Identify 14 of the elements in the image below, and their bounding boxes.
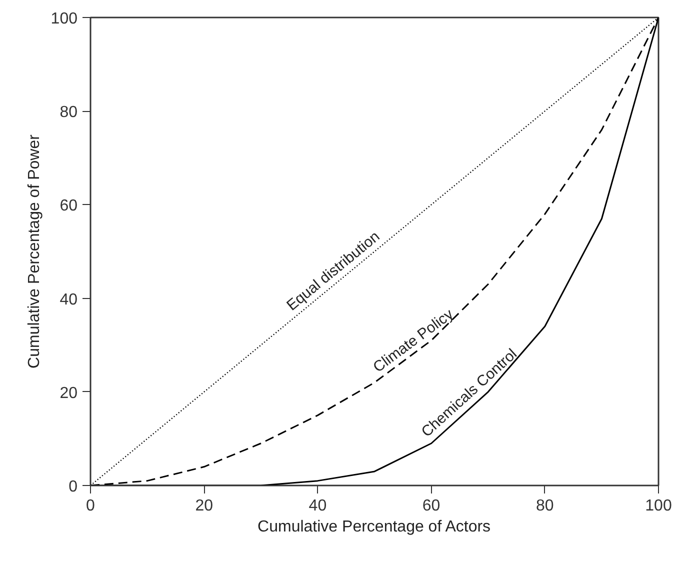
- x-tick-label: 80: [536, 498, 554, 514]
- y-tick-label: 100: [50, 10, 78, 28]
- x-tick-label: 100: [645, 498, 672, 514]
- x-axis-title: Cumulative Percentage of Actors: [258, 518, 491, 536]
- y-tick-label: 80: [60, 104, 78, 122]
- x-tick-label: 60: [422, 498, 440, 514]
- y-tick-label: 20: [60, 384, 78, 402]
- y-tick-label: 60: [60, 198, 78, 215]
- y-tick-label: 0: [68, 478, 78, 496]
- x-tick-label: 40: [308, 498, 327, 514]
- x-tick-label: 20: [195, 498, 214, 514]
- x-tick-label: 0: [86, 498, 96, 514]
- y-tick-label: 40: [60, 291, 78, 308]
- y-axis-title: Cumulative Percentage of Power: [26, 134, 43, 368]
